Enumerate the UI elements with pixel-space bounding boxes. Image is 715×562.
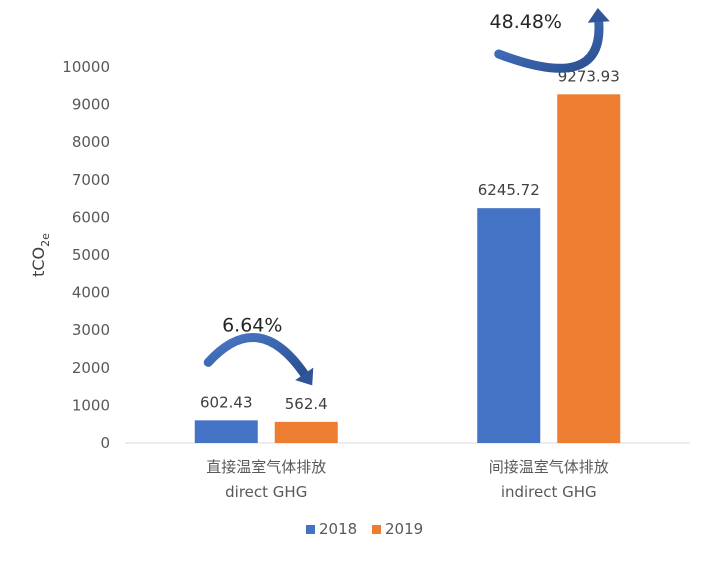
bar-2019-cat0: [274, 421, 338, 443]
bar-2018-cat0: [194, 420, 258, 443]
y-axis-label-subscript: 2e: [39, 233, 52, 247]
y-tick-label: 6000: [72, 208, 110, 226]
decrease-arrow-head: [295, 367, 314, 386]
category-label-en: direct GHG: [225, 483, 307, 501]
percent-change-label: 6.64%: [222, 314, 282, 336]
y-tick-label: 1000: [72, 396, 110, 414]
increase-arrow-head: [587, 8, 610, 23]
legend-label: 2018: [319, 520, 357, 538]
data-label: 6245.72: [478, 181, 540, 199]
y-tick-label: 4000: [72, 284, 110, 302]
data-label: 602.43: [200, 393, 253, 411]
y-tick-label: 3000: [72, 321, 110, 339]
bars: [194, 94, 621, 443]
bar-2019-cat1: [557, 94, 621, 443]
legend-swatch-2018: [306, 525, 315, 534]
data-labels: 602.43 562.4 6245.72 9273.93: [200, 67, 620, 413]
y-tick-label: 5000: [72, 246, 110, 264]
y-tick-label: 9000: [72, 96, 110, 114]
legend-label: 2019: [385, 520, 423, 538]
decrease-arrow: [203, 333, 309, 379]
percent-change-label: 48.48%: [490, 11, 562, 33]
y-tick-label: 7000: [72, 171, 110, 189]
y-axis: 0 1000 2000 3000 4000 5000 6000 7000 8000 9000 100…: [62, 58, 110, 452]
y-tick-label: 8000: [72, 133, 110, 151]
category-labels: 直接温室气体排放 direct GHG 间接温室气体排放 indirect GHG: [206, 458, 609, 501]
y-axis-label: tCO2e: [29, 233, 52, 277]
y-axis-label-main: tCO: [29, 247, 48, 277]
category-label-zh: 直接温室气体排放: [206, 458, 326, 476]
category-label-en: indirect GHG: [501, 483, 597, 501]
category-label-zh: 间接温室气体排放: [489, 458, 609, 476]
legend: 2018 2019: [306, 520, 423, 538]
bar-2018-cat1: [477, 208, 541, 443]
annotations: 6.64% 48.48%: [203, 8, 610, 386]
y-tick-label: 10000: [62, 58, 110, 76]
y-tick-label: 2000: [72, 359, 110, 377]
legend-swatch-2019: [372, 525, 381, 534]
data-label: 562.4: [285, 395, 328, 413]
data-label: 9273.93: [558, 67, 620, 85]
increase-arrow: [494, 17, 604, 73]
y-tick-label: 0: [100, 434, 110, 452]
